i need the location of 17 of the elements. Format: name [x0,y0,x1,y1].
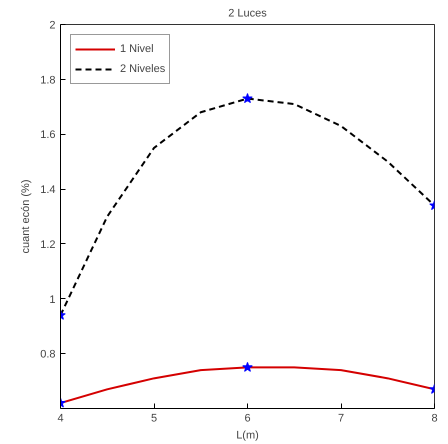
y-tick-label: 1.6 [40,129,56,142]
y-tick-label: 1.2 [40,238,56,251]
chart-title: 2 Luces [228,8,268,20]
x-tick-label: 5 [150,412,158,424]
legend-label: 2 Niveles [120,63,166,75]
y-tick-label: 1.4 [40,184,56,196]
legend-label: 1 Nivel [120,43,154,55]
x-axis-title: L(m) [236,430,259,442]
y-axis-title: cuant ecón (%) [20,180,32,254]
x-tick-label: 7 [338,412,344,424]
y-tick-label: 1 [49,294,56,306]
x-tick-label: 6 [244,412,251,424]
y-tick-label: 2 [49,20,56,32]
y-tick-label: 0.8 [40,348,56,361]
y-tick-label: 1.8 [40,74,56,86]
x-tick-label: 4 [57,412,64,424]
x-tick-label: 8 [431,412,438,424]
